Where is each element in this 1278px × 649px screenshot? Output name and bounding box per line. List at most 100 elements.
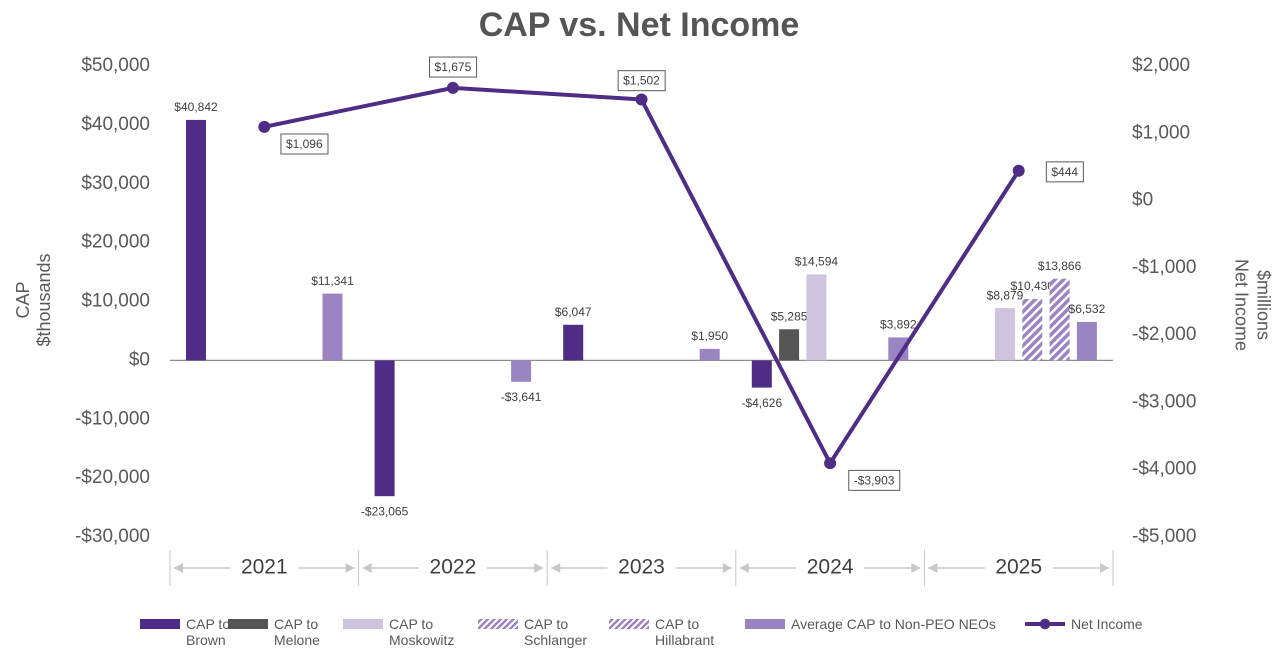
- legend-item: CAP to Hillabrant: [609, 616, 725, 648]
- bar-value-label: $40,842: [174, 100, 218, 114]
- x-tick-label: 2025: [995, 556, 1042, 579]
- bar-value-label: $6,047: [555, 305, 592, 319]
- legend-label: Net Income: [1071, 616, 1143, 632]
- bar-value-label: -$3,641: [501, 390, 542, 404]
- legend-item: CAP to Melone: [228, 616, 344, 648]
- y-tick-label: $0: [129, 349, 150, 370]
- category-arrowhead: [174, 563, 183, 573]
- line-point: [446, 81, 459, 94]
- point-label: $444: [1051, 165, 1078, 179]
- point-label-box: [848, 469, 901, 491]
- chart-title: CAP vs. Net Income: [479, 6, 800, 44]
- y-tick-label: $10,000: [81, 291, 150, 312]
- bar: [1022, 298, 1043, 361]
- y-tick-label: -$10,000: [75, 408, 150, 429]
- bar-value-label: $1,950: [691, 329, 728, 343]
- line-point: [1012, 164, 1025, 177]
- bar: [1076, 321, 1097, 361]
- legend-swatch: [478, 619, 518, 629]
- legend-swatch: [745, 619, 785, 629]
- legend-item: Average CAP to Non-PEO NEOs: [745, 616, 996, 632]
- legend-swatch: [228, 619, 268, 629]
- bar-value-label: $6,532: [1069, 302, 1106, 316]
- category-arrowhead: [362, 563, 372, 573]
- bar: [751, 360, 772, 388]
- legend-label: CAP to Moskowitz: [389, 616, 455, 648]
- legend-label: Average CAP to Non-PEO NEOs: [791, 616, 996, 632]
- y-tick-label: -$20,000: [75, 467, 150, 488]
- y2-tick-label: -$4,000: [1132, 459, 1196, 480]
- bar-value-label: $3,892: [880, 318, 917, 332]
- bar-value-label: $5,285: [771, 309, 808, 323]
- legend-label: CAP to Hillabrant: [655, 616, 715, 648]
- legend-swatch: [140, 619, 180, 629]
- legend-swatch: [343, 619, 383, 629]
- category-arrowhead: [534, 563, 544, 573]
- category-arrowhead: [1100, 563, 1109, 573]
- legend-label: CAP to Schlanger: [524, 616, 588, 648]
- category-arrowhead: [551, 563, 561, 573]
- legend-item: Net Income: [1025, 616, 1143, 632]
- y2-axis-unit: $millions: [1253, 270, 1273, 340]
- bar-value-label: $8,879: [987, 288, 1024, 302]
- y2-tick-label: $1,000: [1132, 122, 1190, 143]
- category-arrowhead: [928, 563, 938, 573]
- x-tick-label: 2022: [430, 556, 477, 579]
- legend-item: CAP to Brown: [140, 616, 256, 648]
- bar: [322, 293, 343, 361]
- bar-value-label: $10,430: [1011, 279, 1055, 293]
- x-tick-label: 2024: [807, 556, 854, 579]
- bar-value-label: $14,594: [795, 255, 839, 269]
- line-point: [258, 120, 271, 133]
- legend-item: CAP to Schlanger: [478, 616, 594, 648]
- y-axis-unit: $thousands: [34, 253, 54, 346]
- y2-axis-label: Net Income: [1231, 259, 1251, 351]
- point-label: -$3,903: [854, 473, 895, 487]
- point-label-box: [280, 133, 329, 155]
- category-arrowhead: [345, 563, 355, 573]
- point-label: $1,675: [435, 60, 472, 74]
- y2-tick-label: -$3,000: [1132, 391, 1196, 412]
- legend-label: CAP to Brown: [186, 616, 231, 648]
- category-arrowhead: [739, 563, 749, 573]
- point-label: $1,502: [623, 74, 660, 88]
- legend-item: CAP to Moskowitz: [343, 616, 459, 648]
- bar: [995, 308, 1015, 361]
- y-tick-label: $30,000: [81, 173, 150, 194]
- legend-label: CAP to Melone: [274, 616, 320, 648]
- legend-swatch: [1025, 617, 1065, 631]
- y-axis-label: CAP: [13, 281, 33, 318]
- point-label: $1,096: [286, 137, 323, 151]
- point-label-box: [429, 56, 478, 78]
- x-tick-label: 2021: [241, 556, 288, 579]
- y-tick-label: $40,000: [81, 114, 150, 135]
- bar: [1049, 278, 1070, 361]
- y-tick-label: -$30,000: [75, 526, 150, 547]
- bar: [563, 324, 584, 361]
- legend-swatch: [609, 619, 649, 629]
- x-tick-label: 2023: [618, 556, 665, 579]
- bar: [888, 337, 909, 361]
- y2-tick-label: $2,000: [1132, 55, 1190, 76]
- bar: [511, 360, 532, 382]
- line-point: [824, 457, 837, 470]
- bar-value-label: $11,341: [311, 274, 354, 288]
- y2-tick-label: -$5,000: [1132, 526, 1196, 547]
- y-tick-label: $20,000: [81, 232, 150, 253]
- line-point: [635, 93, 648, 106]
- y2-tick-label: $0: [1132, 190, 1153, 211]
- bar-value-label: -$23,065: [361, 504, 409, 518]
- bar: [699, 348, 720, 361]
- category-arrowhead: [722, 563, 732, 573]
- point-label-box: [1045, 161, 1084, 183]
- y2-tick-label: -$2,000: [1132, 324, 1196, 345]
- bar-value-label: $13,866: [1038, 259, 1082, 273]
- bar: [374, 360, 395, 497]
- y-tick-label: $50,000: [81, 55, 150, 76]
- bar: [779, 329, 800, 361]
- category-arrowhead: [911, 563, 921, 573]
- y2-tick-label: -$1,000: [1132, 257, 1196, 278]
- bar: [186, 119, 206, 361]
